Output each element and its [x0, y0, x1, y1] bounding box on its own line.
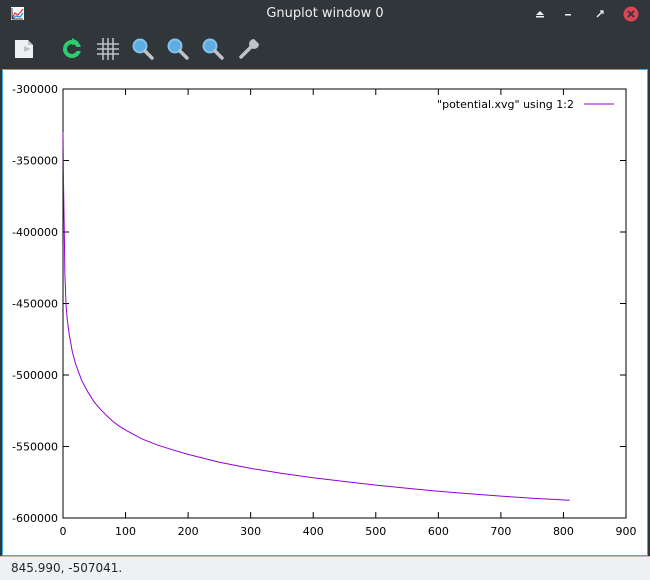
x-tick-label: 800: [553, 525, 574, 538]
y-tick-label: -300000: [12, 83, 58, 96]
x-tick-label: 700: [490, 525, 511, 538]
x-tick-label: 600: [428, 525, 449, 538]
export-icon[interactable]: [11, 36, 37, 62]
x-tick-label: 400: [303, 525, 324, 538]
zoom-next-icon[interactable]: [165, 36, 191, 62]
x-tick-label: 500: [365, 525, 386, 538]
legend-label: "potential.xvg" using 1:2: [437, 98, 574, 111]
y-tick-label: -550000: [12, 441, 58, 454]
grid-icon[interactable]: [95, 36, 121, 62]
zoom-previous-icon[interactable]: [130, 36, 156, 62]
x-tick-label: 0: [60, 525, 67, 538]
y-tick-label: -450000: [12, 298, 58, 311]
gnuplot-app-icon: [11, 7, 24, 20]
series-line: [62, 131, 570, 501]
unzoom-icon[interactable]: [200, 36, 226, 62]
keep-above-button[interactable]: [532, 6, 548, 22]
replot-icon[interactable]: [59, 36, 85, 62]
minimize-button[interactable]: [560, 6, 576, 22]
title-bar[interactable]: Gnuplot window 0: [0, 0, 650, 28]
plot-border: [62, 88, 627, 519]
potential-plot[interactable]: 0 100 200 300 400 500 600 700 800 900 -300000 -3500…: [3, 70, 647, 555]
y-tick-label: -600000: [12, 512, 58, 525]
y-tick-label: -350000: [12, 155, 58, 168]
settings-icon[interactable]: [236, 36, 262, 62]
close-button[interactable]: [623, 6, 639, 22]
y-tick-label: -400000: [12, 226, 58, 239]
restore-button[interactable]: [592, 6, 608, 22]
cursor-coordinates: 845.990, -507041.: [11, 561, 123, 575]
x-tick-label: 100: [115, 525, 136, 538]
y-tick-label: -500000: [12, 369, 58, 382]
x-tick-label: 300: [240, 525, 261, 538]
plot-frame[interactable]: 0 100 200 300 400 500 600 700 800 900 -300000 -3500…: [2, 69, 648, 556]
status-bar: 845.990, -507041.: [0, 556, 650, 580]
x-tick-label: 900: [616, 525, 637, 538]
toolbar: [0, 28, 650, 68]
window-title: Gnuplot window 0: [266, 6, 384, 21]
x-tick-label: 200: [178, 525, 199, 538]
